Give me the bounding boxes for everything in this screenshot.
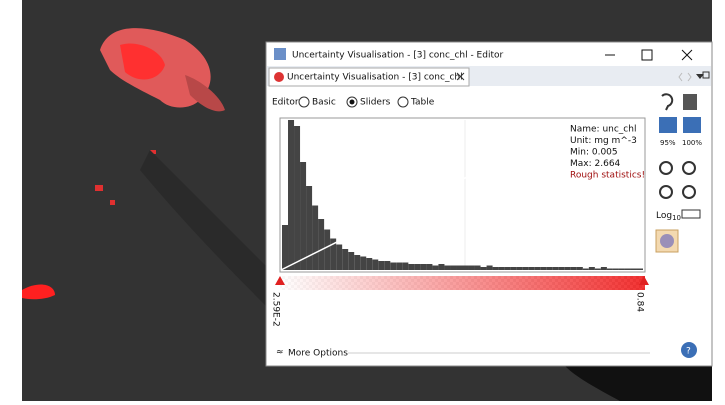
histogram-bar [420, 264, 426, 270]
histogram-bar [565, 267, 571, 270]
histogram-bar [414, 264, 420, 270]
editor-label: Editor: [272, 98, 302, 108]
histogram-bar [535, 267, 541, 270]
histogram-bar [354, 255, 360, 270]
radio-dot [350, 100, 355, 105]
svg-text:?: ? [686, 347, 691, 357]
radio-label[interactable]: Sliders [360, 98, 391, 108]
histogram-bar [541, 267, 547, 270]
histogram-bar [625, 269, 631, 271]
histogram-bar [384, 261, 390, 270]
screen: Uncertainty Visualisation - [3] conc_chl… [0, 0, 725, 401]
zoom-95[interactable]: 95% [660, 139, 676, 147]
histogram-bar [396, 263, 402, 271]
histogram-bar [475, 266, 481, 271]
histogram-bar [613, 269, 619, 271]
histogram-bar [336, 245, 342, 271]
histogram-bar [312, 206, 318, 271]
histogram-bar [529, 267, 535, 270]
histogram-bar [426, 264, 432, 270]
tab-label: Uncertainty Visualisation - [3] conc_chl [287, 73, 463, 83]
min-slider-label: 2.59E-2 [271, 292, 281, 327]
histogram-bar [378, 261, 384, 270]
statistic: Min: 0.005 [570, 148, 618, 158]
histogram-bar [360, 257, 366, 271]
histogram-bar [577, 267, 583, 270]
histogram-bar [547, 267, 553, 270]
histogram-bar [523, 267, 529, 270]
color-gradient [280, 276, 645, 290]
histogram-bar [372, 260, 378, 271]
log-text: Log [656, 211, 672, 221]
editor-window: Uncertainty Visualisation - [3] conc_chl… [266, 42, 712, 366]
histogram-bar [438, 264, 444, 270]
histogram-bar [450, 266, 456, 271]
histogram-bar [595, 269, 601, 271]
more-options[interactable]: More Options [288, 349, 348, 359]
histogram-bar [432, 266, 438, 271]
histogram-bar [444, 266, 450, 271]
max-slider-label: 0.84 [635, 292, 645, 312]
histogram-bar [481, 267, 487, 270]
histogram-bar [456, 266, 462, 271]
histogram-bar [487, 266, 493, 271]
histogram-bar [324, 230, 330, 271]
histogram-bar [559, 267, 565, 270]
histogram-bar [637, 269, 643, 271]
histogram-bar [493, 267, 499, 270]
histogram-bar [294, 126, 300, 270]
save-button[interactable] [683, 117, 701, 133]
histogram-bar [619, 269, 625, 271]
histogram-bar [282, 225, 288, 270]
histogram-bar [288, 120, 294, 270]
histogram-bar [607, 269, 613, 271]
radio-label[interactable]: Table [410, 98, 435, 108]
histogram-bar [318, 219, 324, 270]
histogram-bar [589, 267, 595, 270]
tab-icon [274, 72, 284, 82]
histogram-bar [390, 263, 396, 271]
app-icon [274, 48, 286, 60]
histogram-bar [408, 264, 414, 270]
histogram-bar [469, 266, 475, 271]
histogram-bar [511, 267, 517, 270]
histogram-bar [300, 162, 306, 270]
histogram-bar [631, 269, 637, 271]
window-title: Uncertainty Visualisation - [3] conc_chl… [292, 51, 503, 61]
histogram-bar [553, 267, 559, 270]
histogram-bar [463, 266, 469, 271]
histogram-bar [402, 263, 408, 271]
histogram-bar [571, 267, 577, 270]
more-options-icon[interactable]: ≈ [276, 348, 284, 358]
import-button[interactable] [683, 94, 697, 110]
radio-button[interactable] [299, 97, 309, 107]
histogram-bar [505, 267, 511, 270]
radio-button[interactable] [398, 97, 408, 107]
histogram-bar [601, 267, 607, 270]
histogram-bar [499, 267, 505, 270]
histogram-bar [366, 258, 372, 270]
export-button[interactable] [659, 117, 677, 133]
statistics-warning: Rough statistics! [570, 171, 645, 181]
histogram-bar [517, 267, 523, 270]
zoom-100[interactable]: 100% [682, 139, 702, 147]
histogram-bar [583, 269, 589, 271]
statistic: Max: 2.664 [570, 159, 621, 169]
radio-label[interactable]: Basic [312, 98, 336, 108]
statistic: Name: unc_chl [570, 125, 636, 135]
log-sub: 10 [672, 214, 681, 222]
histogram-bar [348, 252, 354, 270]
statistic: Unit: mg m^-3 [570, 136, 637, 146]
histogram-bar [342, 249, 348, 270]
